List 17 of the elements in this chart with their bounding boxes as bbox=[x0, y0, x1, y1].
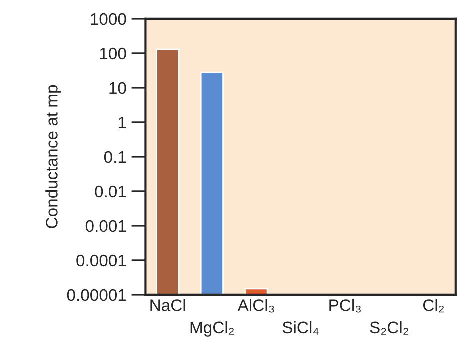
x-tick-label: NaCl bbox=[150, 299, 186, 312]
y-tick-label: 100 bbox=[100, 48, 126, 60]
x-tick-label: SiCl₄ bbox=[282, 321, 319, 335]
y-tick-label: 0.1 bbox=[104, 151, 126, 164]
x-tick-label: AlCl₃ bbox=[238, 299, 274, 313]
y-tick-label: 10 bbox=[110, 82, 126, 94]
y-tick-label: 0.01 bbox=[95, 186, 126, 198]
y-tick-label: 1000 bbox=[91, 13, 126, 26]
y-tick-label: 0.0001 bbox=[76, 254, 126, 267]
y-tick-label: 1 bbox=[118, 117, 126, 129]
x-tick-label: MgCl₂ bbox=[190, 321, 234, 337]
y-tick-label: 0.001 bbox=[86, 220, 126, 232]
y-axis-title: Conductance at mp bbox=[46, 85, 62, 228]
x-tick-label: S₂Cl₂ bbox=[370, 321, 408, 335]
y-tick-label: 0.00001 bbox=[67, 289, 126, 302]
x-tick-label: Cl₂ bbox=[423, 299, 444, 313]
x-tick-label: PCl₃ bbox=[330, 299, 361, 313]
